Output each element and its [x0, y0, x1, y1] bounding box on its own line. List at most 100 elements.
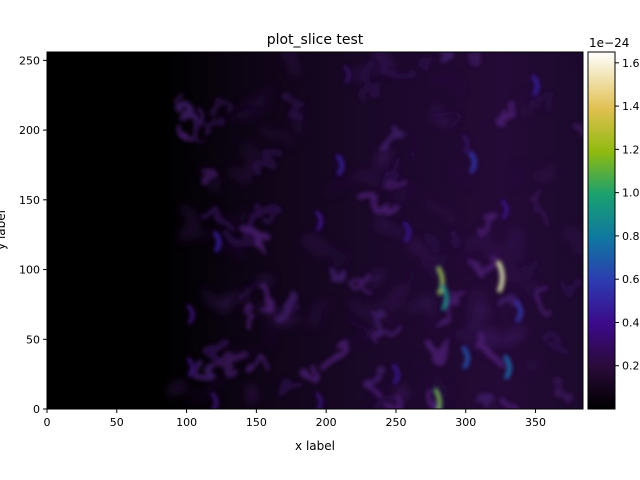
bright-feature — [211, 393, 218, 409]
plot-frame — [46, 51, 584, 410]
filament — [241, 142, 262, 165]
filament — [370, 309, 387, 337]
filament — [252, 148, 283, 176]
x-tick-label: 100 — [176, 416, 197, 429]
filament — [379, 63, 417, 79]
y-tick-label: 100 — [19, 264, 40, 277]
x-tick-label: 200 — [316, 416, 337, 429]
filament — [327, 244, 349, 268]
filament — [187, 374, 225, 400]
filament — [446, 290, 466, 306]
filament — [167, 381, 188, 398]
filament — [400, 130, 416, 158]
filament — [426, 389, 443, 409]
x-axis-ticks: 0 50 100 150 200 250 300 350 — [44, 409, 546, 429]
colorbar-ticks: 0.2 0.4 0.6 0.8 1.0 1.2 1.4 1.6 — [615, 57, 640, 373]
filament — [203, 289, 236, 314]
filament — [223, 351, 249, 378]
filament — [349, 274, 372, 296]
filament — [370, 325, 403, 344]
chart-title: plot_slice test — [267, 32, 364, 48]
filament — [379, 125, 405, 152]
filament — [201, 168, 218, 186]
bright-feature — [187, 358, 194, 377]
filament — [407, 295, 434, 316]
bright-feature — [343, 65, 351, 83]
y-tick-label: 200 — [19, 124, 40, 137]
filament — [474, 393, 495, 409]
filament — [377, 209, 405, 238]
filament — [246, 384, 258, 405]
filament — [520, 275, 543, 300]
filament — [424, 198, 456, 223]
bright-feature — [336, 155, 344, 175]
colorbar-tick-label: 1.4 — [622, 100, 640, 113]
bright-feature — [197, 107, 204, 125]
x-tick-label: 300 — [455, 416, 476, 429]
filament — [432, 74, 462, 94]
filament — [421, 252, 448, 279]
filament — [528, 92, 554, 113]
filament — [176, 124, 198, 142]
bright-feature — [437, 267, 444, 295]
filament — [283, 52, 300, 76]
filament — [355, 171, 381, 186]
filament — [423, 232, 441, 254]
filament — [456, 321, 498, 347]
filament — [423, 375, 451, 400]
filament — [427, 312, 438, 339]
filament-texture — [167, 52, 583, 409]
filament — [366, 269, 385, 288]
y-tick-label: 0 — [33, 403, 40, 416]
filament — [471, 289, 488, 314]
filament — [176, 227, 213, 241]
filament — [381, 157, 401, 193]
filament — [238, 281, 258, 301]
bright-feature — [392, 364, 399, 384]
filament — [358, 395, 398, 409]
filament — [439, 52, 456, 63]
filament — [358, 60, 383, 102]
y-tick-label: 150 — [19, 194, 40, 207]
x-tick-label: 0 — [44, 416, 51, 429]
filament — [244, 202, 270, 240]
filament — [208, 96, 234, 116]
filament — [403, 268, 419, 298]
filament — [453, 239, 473, 270]
colorbar-tick-label: 0.2 — [622, 360, 640, 373]
filament — [518, 360, 545, 372]
y-axis-ticks: 0 50 100 150 200 250 — [19, 54, 47, 416]
colorbar: 0.2 0.4 0.6 0.8 1.0 1.2 1.4 1.6 1e−24 — [587, 36, 640, 410]
colorbar-tick-label: 0.6 — [622, 273, 640, 286]
filament — [266, 318, 277, 346]
filament — [533, 163, 554, 181]
filament — [225, 209, 252, 229]
bright-feature — [214, 232, 221, 252]
bright-feature — [316, 393, 323, 409]
filament — [478, 238, 508, 263]
filament — [221, 229, 256, 248]
filament — [243, 302, 256, 330]
filament — [449, 230, 461, 250]
filament — [474, 331, 506, 369]
filament — [559, 227, 583, 256]
colorbar-frame — [587, 51, 616, 410]
filament — [290, 107, 307, 134]
filament — [541, 330, 569, 355]
filament — [450, 167, 472, 186]
colorbar-tick-label: 1.6 — [622, 57, 640, 70]
bright-feature — [441, 285, 448, 310]
filament — [477, 212, 498, 237]
colorbar-tick-label: 1.0 — [622, 187, 640, 200]
filament — [534, 285, 552, 317]
filament — [467, 255, 499, 279]
filament — [503, 325, 527, 347]
filament — [319, 339, 350, 371]
bright-feature — [469, 152, 476, 173]
filament — [262, 204, 282, 225]
colorbar-tick-label: 0.4 — [622, 316, 640, 329]
filament — [351, 315, 388, 344]
filament — [409, 236, 433, 263]
filament — [424, 335, 449, 367]
filament — [529, 189, 549, 226]
